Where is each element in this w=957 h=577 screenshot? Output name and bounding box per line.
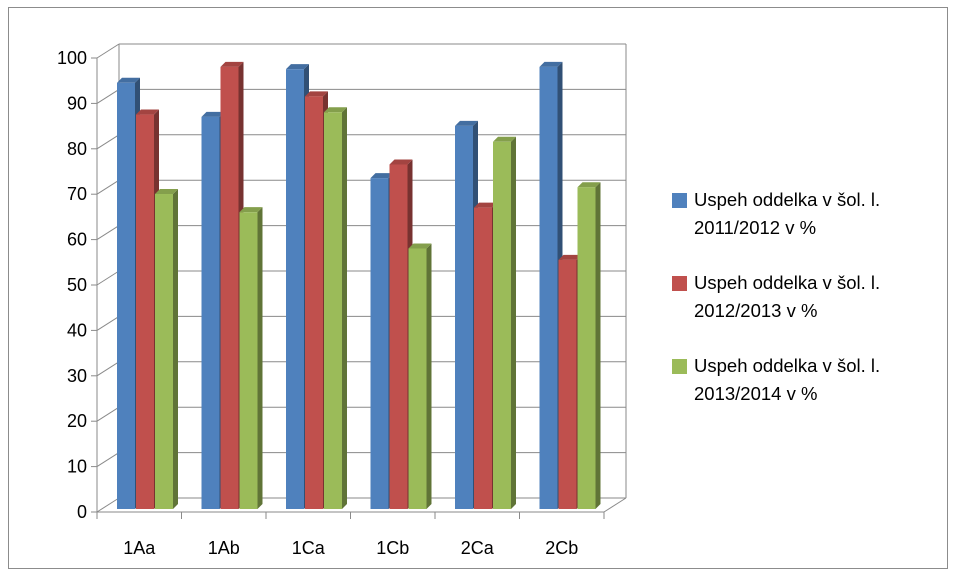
side-gridline-30 xyxy=(96,361,120,377)
side-gridline-50 xyxy=(96,270,120,286)
legend-item-series-3: Uspeh oddelka v šol. l. 2013/2014 v % xyxy=(672,352,952,408)
bar-top-2Ca-series-1 xyxy=(455,120,478,126)
bar-top-1Cb-series-3 xyxy=(408,243,432,249)
bar-2Ca-series-1 xyxy=(455,125,473,509)
bar-1Ca-series-1 xyxy=(286,69,304,509)
bar-top-2Ca-series-2 xyxy=(474,202,497,208)
legend-swatch-series-1 xyxy=(672,193,687,208)
bar-1Ca-series-3 xyxy=(324,112,342,509)
y-tick-label-80: 80 xyxy=(67,139,87,159)
y-tick-label-50: 50 xyxy=(67,275,87,295)
bar-1Aa-series-3 xyxy=(155,194,173,509)
side-gridline-20 xyxy=(96,406,120,422)
side-gridline-60 xyxy=(96,225,120,241)
bar-top-1Ca-series-1 xyxy=(286,64,309,70)
bar-top-2Ca-series-3 xyxy=(493,136,516,142)
y-tick-label-100: 100 xyxy=(57,48,87,68)
bar-side-1Ab-series-3 xyxy=(257,207,263,510)
y-tick-label-30: 30 xyxy=(67,366,87,386)
y-tick-label-70: 70 xyxy=(67,184,87,204)
x-tick-label-1Aa: 1Aa xyxy=(123,538,156,558)
side-gridline-80 xyxy=(96,134,120,150)
bar-2Cb-series-1 xyxy=(539,66,558,509)
bar-2Ca-series-3 xyxy=(493,141,511,510)
side-gridline-70 xyxy=(96,179,120,195)
side-gridline-10 xyxy=(96,452,120,468)
bar-top-1Ca-series-2 xyxy=(305,91,328,97)
x-tick-label-1Ca: 1Ca xyxy=(292,538,326,558)
bar-side-2Ca-series-3 xyxy=(511,136,516,510)
bar-1Aa-series-2 xyxy=(136,114,154,509)
y-tick-label-10: 10 xyxy=(67,457,87,477)
x-tick-label-2Cb: 2Cb xyxy=(545,538,578,558)
bar-side-1Aa-series-3 xyxy=(173,189,178,509)
bar-top-1Cb-series-2 xyxy=(389,159,413,165)
floor-right-edge xyxy=(603,497,627,513)
bar-top-1Cb-series-1 xyxy=(370,173,394,179)
y-tick-label-20: 20 xyxy=(67,411,87,431)
bar-top-1Ab-series-3 xyxy=(239,207,263,213)
bar-1Aa-series-1 xyxy=(117,82,135,509)
bar-1Cb-series-3 xyxy=(408,248,427,510)
bar-top-1Ab-series-2 xyxy=(220,61,244,67)
side-gridline-100 xyxy=(96,43,120,59)
bar-top-1Ab-series-1 xyxy=(201,111,225,117)
bar-1Ab-series-1 xyxy=(201,116,220,509)
bar-top-1Ca-series-3 xyxy=(324,107,347,113)
bar-2Ca-series-2 xyxy=(474,207,492,509)
legend-label-series-2: Uspeh oddelka v šol. l. 2012/2013 v % xyxy=(694,272,881,321)
bar-1Cb-series-1 xyxy=(370,178,389,509)
bar-top-2Cb-series-1 xyxy=(539,61,563,67)
side-gridline-90 xyxy=(96,88,120,104)
bar-top-1Aa-series-3 xyxy=(155,189,178,195)
legend-label-series-3: Uspeh oddelka v šol. l. 2013/2014 v % xyxy=(694,355,881,404)
y-tick-label-0: 0 xyxy=(77,502,87,522)
x-tick-label-1Ab: 1Ab xyxy=(208,538,240,558)
bar-2Cb-series-3 xyxy=(577,187,596,509)
side-gridline-40 xyxy=(96,315,120,331)
y-tick-label-40: 40 xyxy=(67,320,87,340)
bar-1Cb-series-2 xyxy=(389,164,408,509)
y-tick-label-90: 90 xyxy=(67,93,87,113)
bar-top-2Cb-series-2 xyxy=(558,254,582,260)
bar-1Ca-series-2 xyxy=(305,96,323,510)
legend-item-series-1: Uspeh oddelka v šol. l. 2011/2012 v % xyxy=(672,186,952,242)
bar-1Ab-series-2 xyxy=(220,66,239,509)
legend: Uspeh oddelka v šol. l. 2011/2012 v % Us… xyxy=(672,186,952,435)
x-tick-label-2Ca: 2Ca xyxy=(461,538,495,558)
legend-item-series-2: Uspeh oddelka v šol. l. 2012/2013 v % xyxy=(672,269,952,325)
bar-side-1Cb-series-3 xyxy=(426,243,432,510)
legend-swatch-series-3 xyxy=(672,359,687,374)
y-tick-label-60: 60 xyxy=(67,230,87,250)
bar-top-1Aa-series-2 xyxy=(136,109,159,115)
bar-1Ab-series-3 xyxy=(239,212,258,510)
bar-top-1Aa-series-1 xyxy=(117,77,140,83)
bar-top-2Cb-series-3 xyxy=(577,182,601,188)
x-tick-label-1Cb: 1Cb xyxy=(376,538,409,558)
legend-swatch-series-2 xyxy=(672,276,687,291)
legend-label-series-1: Uspeh oddelka v šol. l. 2011/2012 v % xyxy=(694,189,881,238)
bar-side-1Ca-series-3 xyxy=(342,107,347,509)
side-gridline-0 xyxy=(96,497,120,513)
bar-side-2Cb-series-3 xyxy=(595,182,601,509)
bar-2Cb-series-2 xyxy=(558,259,577,509)
